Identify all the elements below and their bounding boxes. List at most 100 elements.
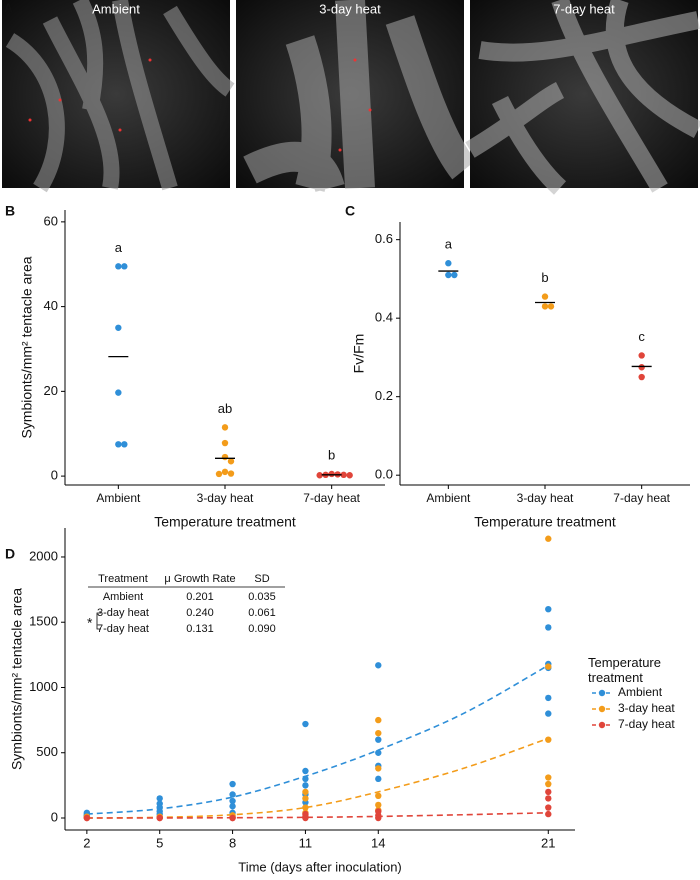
point (545, 774, 552, 781)
point (302, 795, 309, 802)
panel-label: D (5, 546, 15, 562)
x-tick-label: 11 (299, 835, 313, 850)
point (545, 804, 552, 811)
point (302, 782, 309, 789)
point (375, 775, 382, 783)
point (229, 803, 236, 810)
y-tick-label: 0.4 (375, 310, 393, 325)
point (545, 605, 552, 613)
point (229, 791, 236, 798)
point (229, 780, 236, 788)
point (375, 729, 382, 737)
point (346, 472, 353, 479)
table-cell: 7-day heat (97, 623, 149, 635)
point (547, 303, 555, 310)
significance-letter: b (541, 270, 548, 285)
table-cell: 0.131 (186, 623, 214, 635)
image-label: Ambient (92, 1, 140, 16)
point (115, 441, 122, 448)
micrograph-1 (2, 0, 235, 193)
point (340, 471, 347, 479)
y-tick-label: 1500 (29, 614, 58, 629)
point (541, 303, 549, 310)
point (121, 441, 128, 448)
y-tick-label: 20 (44, 383, 58, 398)
point (302, 804, 309, 811)
table-cell: 0.201 (186, 591, 214, 603)
y-tick-label: 60 (44, 213, 58, 228)
fit-line (86, 811, 549, 819)
point (445, 260, 452, 267)
x-axis-title: Time (days after inoculation) (238, 859, 402, 874)
point (302, 814, 309, 822)
legend-marker (598, 689, 606, 697)
point (545, 788, 552, 796)
y-axis-title: Fv/Fm (351, 334, 367, 374)
point (229, 797, 236, 805)
significance-letter: a (115, 240, 123, 255)
panel-label: A (4, 1, 13, 15)
point (221, 439, 229, 447)
table-cell: 3-day heat (97, 607, 149, 619)
panel-label: C (345, 203, 355, 219)
table-cell: 0.035 (248, 591, 276, 603)
point (375, 662, 382, 669)
x-tick-label: 3-day heat (197, 491, 254, 505)
table-header: Treatment (98, 573, 148, 585)
point (375, 792, 382, 800)
significance-bracket (96, 612, 101, 630)
image-label: 7-day heat (553, 1, 615, 16)
point (451, 271, 458, 279)
significance-letter: b (328, 447, 335, 462)
point (221, 453, 229, 461)
point (302, 767, 309, 775)
x-tick-label: 3-day heat (517, 491, 574, 505)
table-header: μ Growth Rate (164, 573, 235, 585)
point (328, 470, 335, 478)
x-tick-label: 2 (83, 835, 90, 850)
x-tick-label: Ambient (96, 491, 141, 505)
panel-label: B (5, 203, 15, 219)
table-header: SD (254, 573, 269, 585)
point (316, 472, 323, 479)
point (156, 795, 163, 802)
point (375, 716, 382, 724)
point (227, 458, 235, 465)
legend-marker (598, 721, 606, 729)
table-cell: Ambient (103, 591, 143, 603)
point (302, 720, 309, 728)
legend-label: 3-day heat (618, 701, 675, 715)
point (302, 788, 309, 796)
x-tick-label: 7-day heat (303, 491, 360, 505)
fit-line (86, 664, 549, 815)
legend-label: 7-day heat (618, 717, 675, 731)
point (545, 780, 552, 788)
y-axis-title: Symbionts/mm² tentacle area (9, 588, 25, 770)
y-tick-label: 1000 (29, 679, 58, 694)
point (215, 470, 223, 478)
significance-letter: a (445, 237, 453, 252)
y-tick-label: 0 (51, 468, 58, 483)
legend-marker (598, 705, 606, 713)
fit-line (86, 737, 549, 819)
x-axis-title: Temperature treatment (154, 514, 296, 530)
y-tick-label: 2000 (29, 548, 58, 563)
table-cell: 0.240 (186, 607, 214, 619)
point (115, 324, 122, 331)
table-cell: 0.090 (248, 623, 276, 635)
point (375, 801, 382, 809)
point (227, 470, 235, 477)
x-tick-label: 21 (541, 835, 555, 850)
point (445, 271, 452, 279)
point (545, 795, 552, 802)
point (545, 663, 552, 670)
y-tick-label: 500 (36, 744, 58, 759)
y-tick-label: 0.0 (375, 467, 393, 482)
significance-mark: * (87, 615, 93, 631)
legend-label: Ambient (618, 685, 663, 699)
point (545, 736, 552, 743)
point (545, 694, 552, 702)
legend-title: Temperature treatment (588, 655, 661, 685)
